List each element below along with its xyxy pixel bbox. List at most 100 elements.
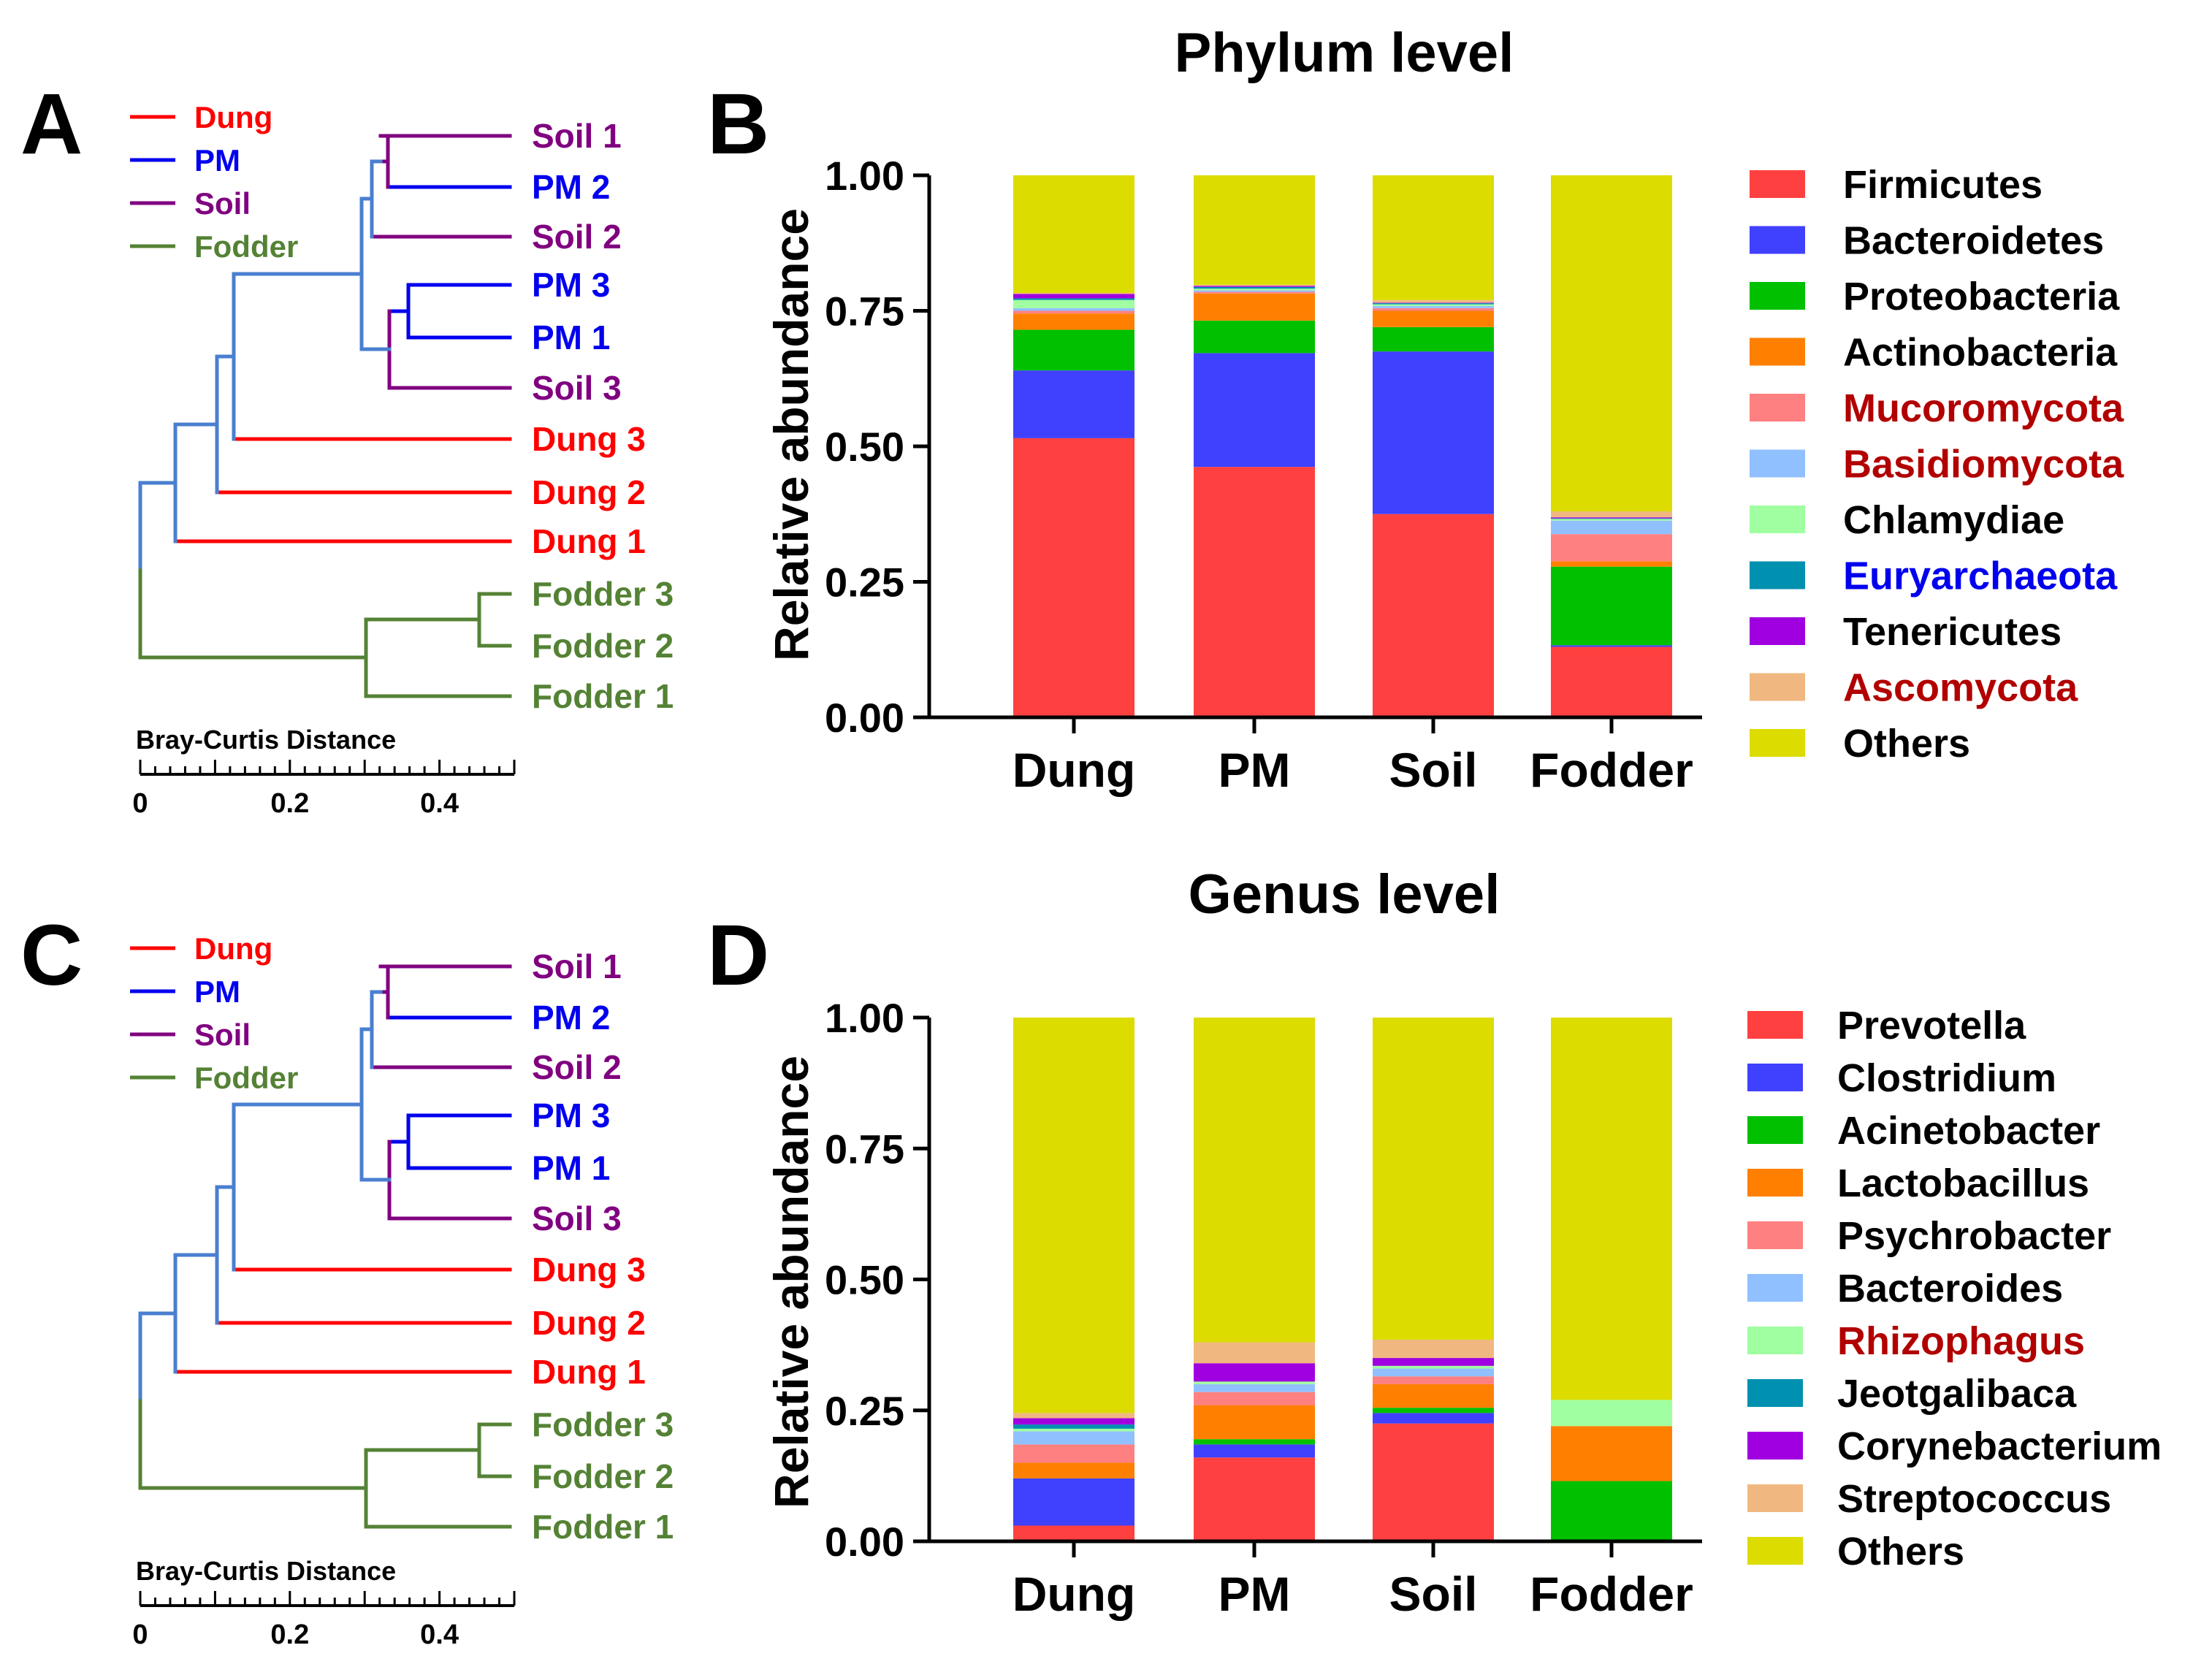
bar-pm-psychrobacter (1194, 1392, 1315, 1405)
phylum-chart: Phylum level Relative abundance 0.00 0.25… (764, 22, 2124, 797)
legend-swatch (1747, 1221, 1803, 1249)
x-tick-label: PM (1218, 743, 1291, 797)
legend-item-streptococcus: Streptococcus (1837, 1477, 2111, 1521)
legend-item-euryarchaeota: Euryarchaeota (1843, 554, 2118, 598)
legend-item-proteobacteria: Proteobacteria (1843, 275, 2120, 318)
legend-item-bacteroides: Bacteroides (1837, 1267, 2063, 1310)
panel-letter-b: B (707, 76, 769, 172)
bar-dung-clostridium (1013, 1478, 1134, 1526)
legend-item-firmicutes: Firmicutes (1843, 163, 2043, 207)
leaf-label-pm-1: PM 1 (532, 318, 610, 356)
bar-fodder-others (1551, 1018, 1672, 1400)
group-key-fodder: Fodder (194, 229, 298, 264)
y-tick-label: 0.00 (825, 695, 904, 741)
x-tick-label: PM (1218, 1567, 1291, 1621)
leaf-label-dung-1: Dung 1 (532, 522, 646, 560)
leaf-label-fodder-1: Fodder 1 (532, 677, 674, 715)
x-tick-label: Soil (1389, 1567, 1477, 1621)
group-key-soil: Soil (194, 186, 251, 221)
bar-soil-acinetobacter (1373, 1408, 1494, 1413)
legend-item-mucoromycota: Mucoromycota (1843, 386, 2124, 430)
legend: Firmicutes Bacteroidetes Proteobacteria Act… (1750, 163, 2124, 766)
bar-dung-firmicutes (1013, 438, 1134, 717)
bar-fodder-basidiomycota (1551, 520, 1672, 535)
bar-pm-mucoromycota (1194, 291, 1315, 294)
leaf-label-soil-1: Soil 1 (532, 117, 622, 155)
bar-dung-prevotella (1013, 1525, 1134, 1541)
bar-soil-streptococcus (1373, 1339, 1494, 1359)
bar-dung-lactobacillus (1013, 1462, 1134, 1478)
bar-soil-others (1373, 175, 1494, 300)
legend-swatch (1750, 170, 1805, 198)
bar-stack-group (1013, 175, 1672, 717)
legend-item-rhizophagus: Rhizophagus (1837, 1319, 2085, 1363)
legend-item-actinobacteria: Actinobacteria (1843, 331, 2118, 375)
group-key-soil: Soil (194, 1018, 251, 1052)
bar-soil-ascomycota (1373, 299, 1494, 303)
leaf-label-soil-3: Soil 3 (532, 369, 622, 407)
bar-pm-bacteroides (1194, 1384, 1315, 1392)
legend-swatch (1750, 673, 1805, 701)
y-axis-title: Relative abundance (764, 208, 818, 661)
chart-title: Genus level (1189, 863, 1500, 926)
legend-item-others: Others (1837, 1530, 1964, 1573)
bar-pm-ascomycota (1194, 284, 1315, 286)
bar-soil-rhizophagus (1373, 1365, 1494, 1369)
dendrogram-panel-c: Dung PM Soil Fodder Soil 1 PM 2 Soil 2 PM 3 PM 1… (130, 931, 674, 1650)
bar-soil-euryarchaeota (1373, 303, 1494, 305)
bar-pm-clostridium (1194, 1444, 1315, 1458)
y-tick-label: 0.50 (825, 1257, 904, 1303)
leaf-label-pm-2: PM 2 (532, 999, 610, 1037)
leaf-label-dung-1: Dung 1 (532, 1353, 646, 1391)
scale-tick-label: 0.4 (420, 1619, 459, 1650)
group-key-pm: PM (194, 143, 240, 178)
y-axis-title: Relative abundance (764, 1056, 818, 1508)
panel-letter-c: C (20, 907, 83, 1004)
bar-pm-rhizophagus (1194, 1381, 1315, 1384)
bar-pm-firmicutes (1194, 467, 1315, 717)
bar-fodder-ascomycota (1551, 511, 1672, 518)
bar-fodder-mucoromycota (1551, 534, 1672, 562)
bar-pm-basidiomycota (1194, 290, 1315, 292)
leaf-label-soil-2: Soil 2 (532, 218, 622, 256)
bar-soil-chlamydiae (1373, 304, 1494, 306)
legend-item-corynebacterium: Corynebacterium (1837, 1424, 2162, 1468)
legend-item-basidiomycota: Basidiomycota (1843, 443, 2124, 487)
bar-dung-chlamydiae (1013, 299, 1134, 308)
bar-fodder-lactobacillus (1551, 1426, 1672, 1481)
bar-soil-psychrobacter (1373, 1376, 1494, 1384)
x-tick-label: Dung (1012, 1567, 1136, 1621)
legend-item-clostridium: Clostridium (1837, 1056, 2056, 1100)
bar-fodder-tenericutes (1551, 517, 1672, 519)
bar-soil-actinobacteria (1373, 310, 1494, 327)
bar-soil-firmicutes (1373, 514, 1494, 717)
bar-dung-bacteroidetes (1013, 370, 1134, 438)
y-tick-label: 1.00 (825, 153, 904, 199)
bar-dung-bacteroides (1013, 1431, 1134, 1445)
bar-soil-corynebacterium (1373, 1358, 1494, 1366)
legend-swatch (1750, 226, 1805, 254)
legend-swatch (1750, 729, 1805, 757)
legend-swatch (1750, 394, 1805, 421)
group-key-dung: Dung (194, 931, 272, 966)
legend-swatch (1750, 617, 1805, 645)
legend-swatch (1747, 1274, 1803, 1302)
leaf-label-dung-2: Dung 2 (532, 1304, 646, 1342)
bar-dung-rhizophagus (1013, 1428, 1134, 1432)
bar-soil-tenericutes (1373, 302, 1494, 304)
x-tick-label: Fodder (1530, 743, 1693, 797)
bar-fodder-others (1551, 175, 1672, 512)
bar-stack-group (1013, 1018, 1672, 1541)
bar-fodder-acinetobacter (1551, 1481, 1672, 1541)
legend-item-others: Others (1843, 722, 1970, 766)
leaf-label-soil-3: Soil 3 (532, 1199, 622, 1237)
leaf-label-dung-3: Dung 3 (532, 420, 646, 458)
bar-dung-actinobacteria (1013, 313, 1134, 330)
y-tick-label: 0.50 (825, 424, 904, 470)
y-tick-label: 0.25 (825, 1388, 904, 1434)
scale-title: Bray-Curtis Distance (136, 1556, 396, 1586)
bar-fodder-bacteroidetes (1551, 645, 1672, 647)
scale-title: Bray-Curtis Distance (136, 725, 396, 755)
y-tick-label: 0.00 (825, 1519, 904, 1565)
